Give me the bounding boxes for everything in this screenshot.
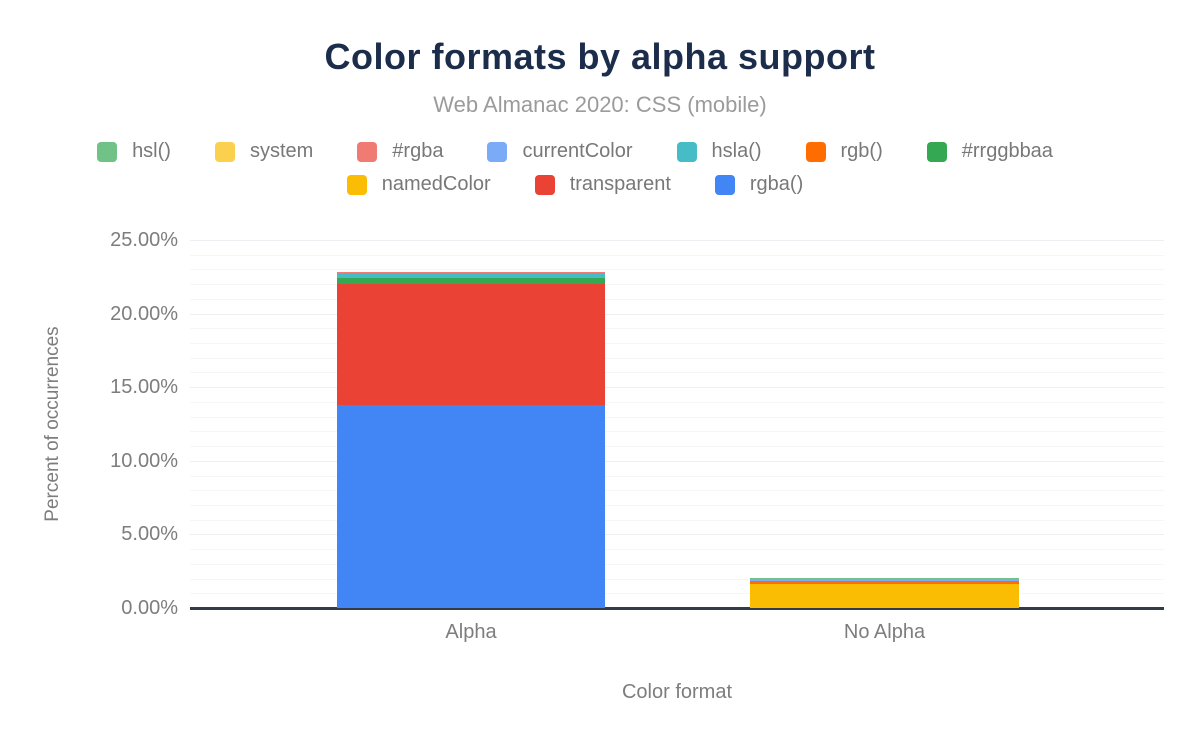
legend-label: namedColor [381,173,491,195]
legend-label: hsla() [711,140,762,162]
legend-swatch-icon [214,141,235,162]
bar-segment-rgba[interactable] [337,404,605,608]
major-gridline [190,313,1164,315]
bar-segment-rrggbbaa[interactable] [337,278,605,285]
chart-title: Color formats by alpha support [324,36,876,77]
legend: hsl() system #rgba currentColor hsla() rgb() #… [0,140,1150,196]
minor-gridline [190,504,1164,506]
bar-segment-currentcolor[interactable] [750,579,1019,582]
minor-gridline [190,446,1164,448]
legend-swatch-icon [346,174,367,195]
bar-segment-rgb[interactable] [750,581,1019,585]
legend-item-system[interactable]: system [214,140,314,163]
legend-item-transparent[interactable]: transparent [534,173,671,196]
legend-label: system [249,140,314,162]
bar-alpha [337,271,605,608]
minor-gridline [190,593,1164,595]
legend-item-rgb[interactable]: rgb() [805,140,883,163]
y-tick-label: 10.00% [110,449,178,472]
legend-swatch-icon [805,141,826,162]
x-axis-line [190,607,1164,610]
minor-gridline [190,328,1164,330]
y-tick-label: 20.00% [110,302,178,325]
y-tick-label: 15.00% [110,376,178,399]
legend-row: namedColor transparent rgba() [346,173,804,196]
bar-segment-transparent[interactable] [337,284,605,405]
minor-gridline [190,372,1164,374]
legend-item-currentcolor[interactable]: currentColor [487,140,633,163]
minor-gridline [190,298,1164,300]
legend-item-hsl[interactable]: hsl() [97,140,171,163]
minor-gridline [190,401,1164,403]
major-gridline [190,534,1164,536]
bar-segment-rgba[interactable] [337,271,605,273]
legend-item-rgba[interactable]: #rgba [357,140,443,163]
minor-gridline [190,490,1164,492]
bar-segment-namedcolor[interactable] [750,584,1019,608]
x-category-label: No Alpha [843,621,926,643]
bar-segment-hsla[interactable] [337,272,605,279]
legend-label: hsl() [132,140,171,162]
legend-item-rrggbbaa[interactable]: #rrggbbaa [926,140,1053,163]
minor-gridline [190,519,1164,521]
minor-gridline [190,475,1164,477]
legend-label: transparent [569,173,671,195]
legend-swatch-icon [926,141,947,162]
legend-label: #rgba [392,140,444,162]
minor-gridline [190,269,1164,271]
minor-gridline [190,431,1164,433]
legend-label: #rrggbbaa [961,140,1053,162]
chart-subtitle: Web Almanac 2020: CSS (mobile) [433,92,767,117]
minor-gridline [190,563,1164,565]
x-category-label: Alpha [445,621,497,643]
minor-gridline [190,254,1164,256]
y-tick-label: 5.00% [121,523,178,546]
minor-gridline [190,357,1164,359]
y-axis-title: Percent of occurrences [42,326,63,522]
legend-swatch-icon [714,174,735,195]
x-axis-title: Color format [621,681,733,703]
legend-label: rgb() [840,140,883,162]
minor-gridline [190,284,1164,286]
minor-gridline [190,343,1164,345]
y-tick-label: 25.00% [110,229,178,251]
legend-item-hsla[interactable]: hsla() [676,140,762,163]
legend-swatch-icon [676,141,697,162]
major-gridline [190,460,1164,462]
legend-swatch-icon [97,141,118,162]
legend-label: rgba() [749,173,804,195]
minor-gridline [190,416,1164,418]
legend-item-rgba[interactable]: rgba() [714,173,804,196]
minor-gridline [190,578,1164,580]
major-gridline [190,387,1164,389]
bar-no-alpha [750,578,1019,608]
legend-label: currentColor [522,140,633,162]
legend-swatch-icon [487,141,508,162]
major-gridline [190,240,1164,241]
legend-item-namedcolor[interactable]: namedColor [346,173,491,196]
legend-row: hsl() system #rgba currentColor hsla() rgb() #… [97,140,1053,163]
minor-gridline [190,549,1164,551]
legend-swatch-icon [357,141,378,162]
legend-swatch-icon [534,174,555,195]
y-tick-label: 0.00% [121,597,178,619]
